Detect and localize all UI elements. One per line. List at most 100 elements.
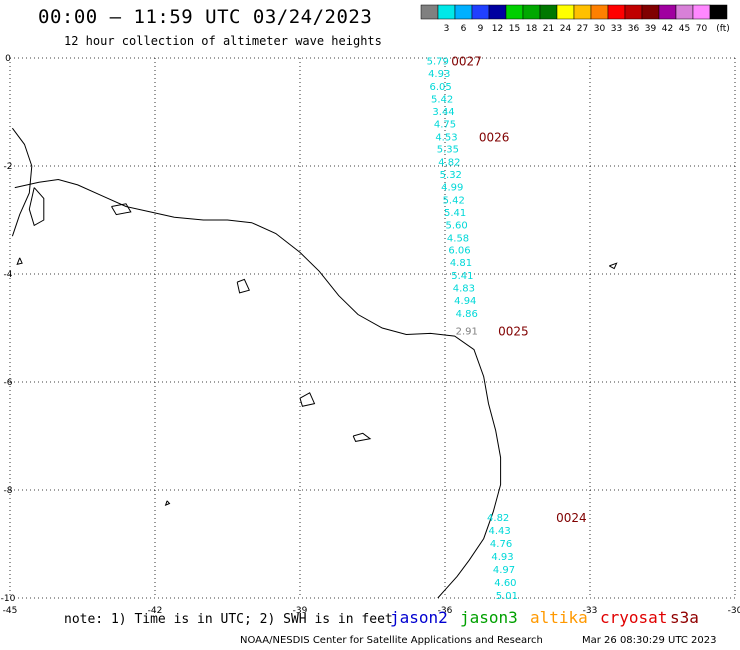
legend-label: 12 [492, 24, 503, 34]
y-tick-label: -4 [4, 270, 13, 280]
legend-swatch [437, 4, 456, 20]
x-tick-label: -39 [293, 606, 308, 616]
legend-swatch [522, 4, 541, 20]
wave-height-value: 5.60 [445, 220, 467, 231]
wave-height-value: 5.41 [444, 208, 466, 219]
wave-height-value: 4.58 [447, 233, 469, 244]
satellite-altika: altika [530, 608, 588, 627]
wave-height-value: 6.05 [430, 82, 452, 93]
legend-swatch [454, 4, 473, 20]
legend-label: 36 [628, 24, 640, 34]
legend-label: 39 [645, 24, 657, 34]
credit-line: NOAA/NESDIS Center for Satellite Applica… [240, 635, 543, 646]
satellite-cryosat: cryosat [600, 608, 668, 627]
island [111, 203, 132, 216]
legend-unit: (ft) [716, 24, 730, 34]
wave-height-value: 6.06 [448, 246, 470, 257]
wave-height-value: 5.01 [496, 591, 518, 602]
map-subtitle: 12 hour collection of altimeter wave hei… [64, 34, 382, 48]
legend-label: 3 [444, 24, 450, 34]
y-tick-label: -6 [4, 378, 13, 388]
y-tick-label: -2 [4, 162, 13, 172]
legend-swatch [590, 4, 609, 20]
legend-label: 70 [696, 24, 708, 34]
wave-height-value: 4.83 [453, 284, 475, 295]
legend-label: 45 [679, 24, 690, 34]
legend-swatch [658, 4, 677, 20]
legend-label: 42 [662, 24, 673, 34]
wave-height-value: 4.82 [487, 513, 509, 524]
wave-height-value: 5.42 [443, 195, 465, 206]
x-tick-label: -30 [728, 606, 740, 616]
satellite-s3a: s3a [670, 608, 699, 627]
wave-height-value: 4.86 [456, 309, 478, 320]
legend-swatch [420, 4, 439, 20]
island [16, 257, 23, 265]
legend-swatch [505, 4, 524, 20]
footnote: note: 1) Time is in UTC; 2) SWH is in fe… [64, 612, 393, 627]
x-tick-label: -45 [3, 606, 18, 616]
island [352, 432, 372, 442]
legend-label: 6 [461, 24, 467, 34]
wave-height-value: 4.81 [450, 258, 472, 269]
legend-label: 18 [526, 24, 538, 34]
wave-height-value: 5.79 [427, 57, 449, 68]
legend-swatch [709, 4, 728, 20]
wave-height-value: 4.94 [454, 296, 476, 307]
wave-height-value: 4.60 [494, 578, 516, 589]
wave-height-value: 4.76 [490, 539, 512, 550]
wave-height-value: 4.53 [435, 132, 457, 143]
track-time-label: 0026 [479, 130, 510, 144]
x-tick-label: -36 [438, 606, 453, 616]
generation-timestamp: Mar 26 08:30:29 UTC 2023 [582, 635, 717, 646]
legend-label: 27 [577, 24, 588, 34]
legend-swatch [675, 4, 694, 20]
satellite-jason3: jason3 [460, 608, 518, 627]
legend-label: 24 [560, 24, 572, 34]
track-time-label: 0027 [451, 55, 482, 69]
legend-label: 21 [543, 24, 554, 34]
y-tick-label: -8 [4, 486, 13, 496]
wave-height-map: -45 -42 -39 -36 -33 -300-2-4-6-8-105.794.936.… [1, 54, 740, 616]
map-title: 00:00 — 11:59 UTC 03/24/2023 [38, 6, 373, 28]
wave-height-value: 4.75 [434, 119, 456, 130]
wave-height-value: 2.91 [456, 327, 478, 338]
track-time-label: 0024 [556, 511, 587, 525]
legend-swatch [471, 4, 490, 20]
wave-height-value: 5.42 [431, 95, 453, 106]
island [609, 262, 618, 270]
island [11, 127, 33, 237]
legend-swatch [488, 4, 507, 20]
wave-height-value: 5.35 [437, 145, 459, 156]
wave-height-value: 4.82 [438, 158, 460, 169]
x-tick-label: -42 [148, 606, 163, 616]
wave-height-value: 4.43 [488, 526, 510, 537]
legend-label: 30 [594, 24, 606, 34]
wave-height-value: 5.41 [451, 271, 473, 282]
wave-height-value: 4.93 [428, 69, 450, 80]
x-tick-label: -33 [583, 606, 598, 616]
island [236, 278, 250, 294]
legend-label: 9 [478, 24, 484, 34]
wave-height-value: 5.32 [440, 170, 462, 181]
legend-label: 15 [509, 24, 520, 34]
legend-swatch [692, 4, 711, 20]
wave-height-value: 4.99 [441, 183, 463, 194]
y-tick-label: -10 [1, 594, 16, 604]
satellite-jason2: jason2 [390, 608, 448, 627]
legend-swatch [556, 4, 575, 20]
legend-swatch [539, 4, 558, 20]
legend-swatch [624, 4, 643, 20]
color-legend: 3 6 9 12 15 18 21 24 27 30 33 36 39 42 45 70 (ft) [420, 4, 730, 34]
island [164, 500, 171, 506]
coastline [14, 178, 502, 599]
legend-label: 33 [611, 24, 622, 34]
legend-swatch [641, 4, 660, 20]
wave-height-value: 4.97 [493, 565, 515, 576]
wave-height-value: 3.44 [432, 107, 454, 118]
legend-swatch [607, 4, 626, 20]
track-time-label: 0025 [498, 325, 529, 339]
legend-swatch [573, 4, 592, 20]
wave-height-value: 4.93 [491, 552, 513, 563]
island [299, 392, 316, 407]
